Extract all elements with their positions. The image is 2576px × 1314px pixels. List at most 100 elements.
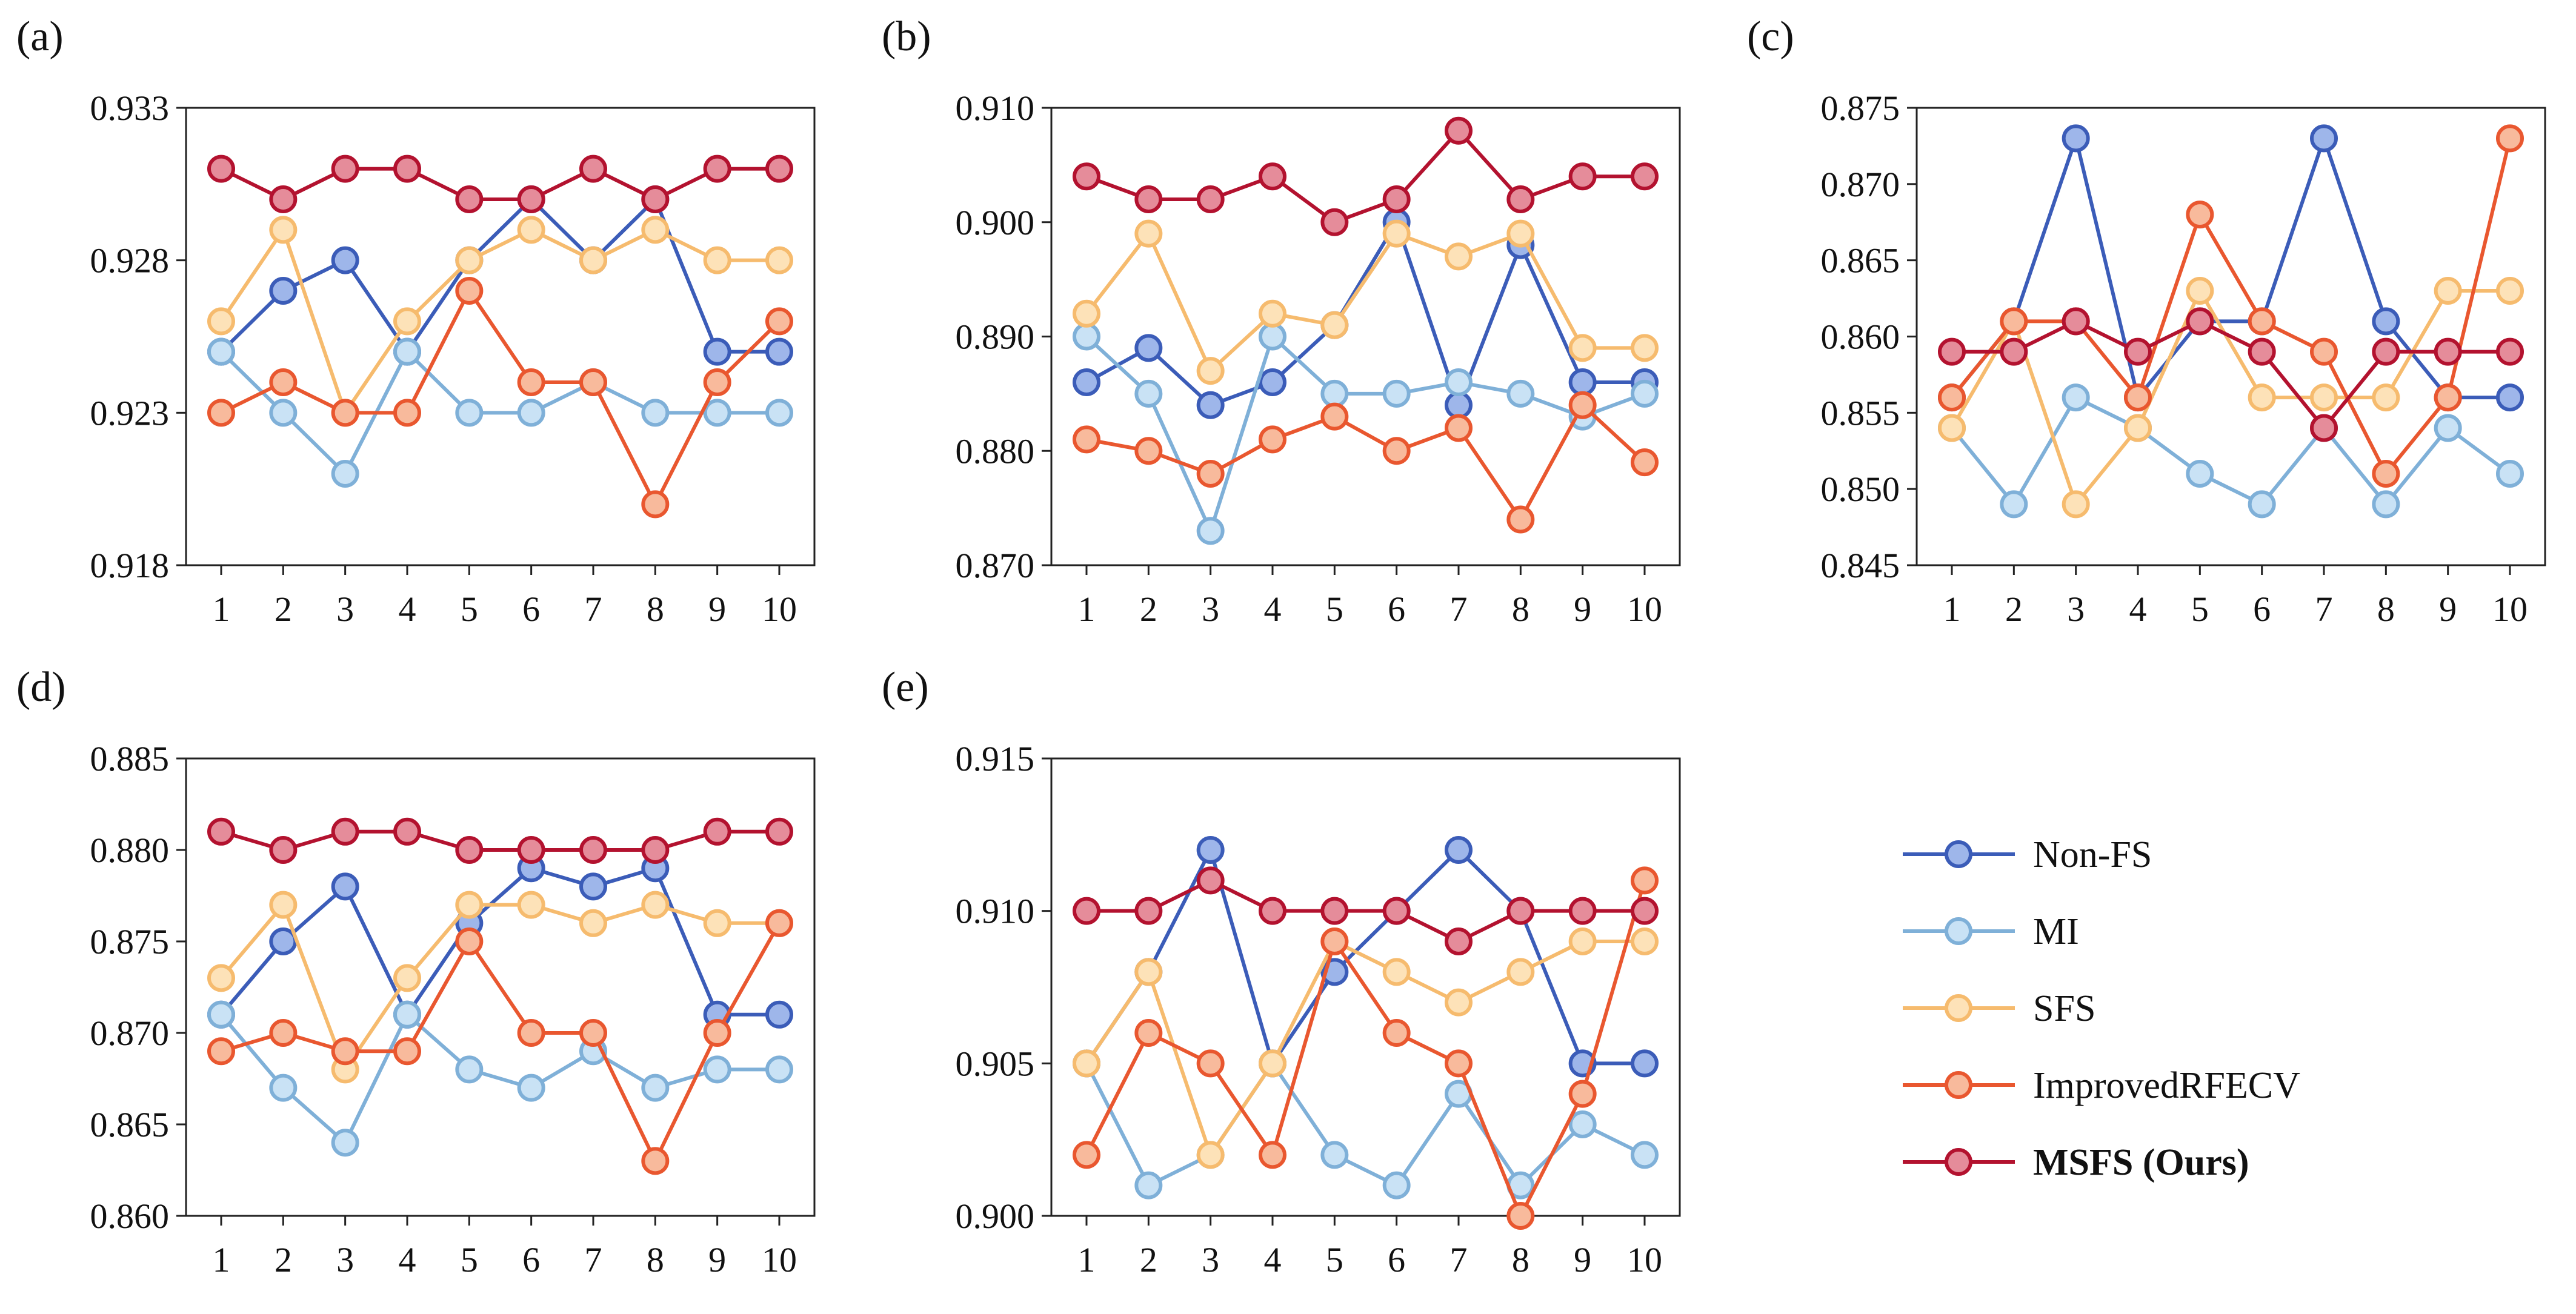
- data-point: [517, 1073, 545, 1102]
- legend: Non-FS MI SFS ImprovedRFECV MSFS (Ours): [1903, 834, 2300, 1183]
- data-point: [1073, 425, 1100, 454]
- data-point: [641, 836, 670, 864]
- data-point: [1259, 1049, 1286, 1078]
- data-point: [1568, 1080, 1597, 1108]
- data-point: [1073, 162, 1100, 191]
- data-point: [1506, 219, 1535, 248]
- x-tick-label: 2: [1140, 589, 1157, 629]
- y-tick-label: 0.918: [90, 546, 170, 585]
- data-point: [1320, 897, 1349, 925]
- data-point: [269, 927, 298, 955]
- data-point: [331, 246, 359, 274]
- data-point: [1568, 1110, 1597, 1138]
- x-tick-label: 7: [2315, 589, 2333, 629]
- data-point: [1073, 368, 1100, 396]
- x-tick-label: 4: [1264, 589, 1282, 629]
- data-point: [2496, 124, 2524, 153]
- data-point: [641, 216, 670, 244]
- panel-label: (d): [16, 664, 66, 711]
- x-tick-label: 10: [1627, 589, 1662, 629]
- data-point: [1134, 897, 1163, 925]
- data-point: [1382, 1019, 1411, 1047]
- series-non-fs: [1073, 208, 1659, 419]
- x-tick-label: 2: [2005, 589, 2023, 629]
- series-mi: [207, 337, 793, 488]
- data-point: [2000, 307, 2028, 336]
- series-line: [1085, 940, 1645, 1157]
- legend-label: MSFS (Ours): [2033, 1142, 2249, 1183]
- data-point: [2434, 414, 2462, 442]
- data-point: [1134, 379, 1163, 408]
- y-tick-label: 0.900: [956, 203, 1035, 242]
- series-msfs-ours: [207, 154, 793, 213]
- series-line: [1950, 136, 2510, 400]
- data-point: [2000, 490, 2028, 519]
- data-point: [1259, 322, 1286, 351]
- legend-item: Non-FS: [1903, 834, 2152, 875]
- chart-panel-3: (c) 0.845 0.850 0.855 0.860 0.865 0.870 0.875 1 2…: [1747, 13, 2546, 629]
- data-point: [1259, 897, 1286, 925]
- series-line: [219, 866, 779, 1017]
- data-point: [1382, 379, 1411, 408]
- x-tick-label: 8: [2377, 589, 2395, 629]
- data-point: [579, 836, 607, 864]
- legend-label: ImprovedRFECV: [2033, 1065, 2300, 1106]
- data-point: [1506, 958, 1535, 986]
- data-point: [517, 1019, 545, 1047]
- series-line: [1087, 878, 1645, 943]
- series-line: [220, 167, 779, 201]
- series-mi: [1073, 1049, 1659, 1200]
- data-point: [1938, 383, 1966, 412]
- series-line: [1950, 289, 2510, 506]
- data-point: [207, 337, 235, 366]
- data-point: [455, 277, 484, 305]
- data-point: [393, 154, 421, 183]
- x-tick-label: 7: [1450, 589, 1468, 629]
- series-line: [1085, 231, 1645, 373]
- data-point: [579, 368, 607, 396]
- data-point: [703, 337, 731, 366]
- data-point: [765, 1055, 793, 1084]
- data-point: [269, 891, 298, 919]
- data-point: [1196, 185, 1225, 213]
- x-tick-label: 6: [1388, 589, 1405, 629]
- y-tick-label: 0.860: [90, 1196, 170, 1236]
- y-tick-label: 0.870: [90, 1014, 170, 1053]
- data-point: [1382, 958, 1411, 986]
- x-tick-label: 1: [1943, 589, 1961, 629]
- data-point: [1445, 927, 1473, 955]
- data-point: [765, 909, 793, 937]
- x-tick-label: 1: [213, 1240, 230, 1279]
- data-point: [1320, 1141, 1349, 1169]
- data-point: [455, 246, 484, 274]
- y-tick-label: 0.910: [956, 892, 1035, 931]
- legend-item: MSFS (Ours): [1903, 1142, 2249, 1183]
- data-point: [579, 246, 607, 274]
- data-point: [331, 399, 359, 427]
- y-tick-label: 0.845: [1821, 546, 1900, 585]
- data-point: [1445, 391, 1473, 419]
- data-point: [393, 399, 421, 427]
- series-line: [219, 228, 779, 415]
- data-point: [207, 1037, 235, 1066]
- data-point: [2310, 337, 2338, 366]
- x-tick-label: 9: [708, 1240, 726, 1279]
- data-point: [1320, 208, 1349, 236]
- data-point: [393, 307, 421, 336]
- data-point: [1631, 897, 1659, 925]
- series-sfs: [1938, 277, 2524, 519]
- data-point: [455, 399, 484, 427]
- data-point: [1196, 866, 1225, 895]
- data-point: [207, 1000, 235, 1029]
- data-point: [455, 891, 484, 919]
- data-point: [207, 307, 235, 336]
- x-tick-label: 3: [336, 589, 354, 629]
- data-point: [1382, 437, 1411, 465]
- data-point: [1073, 299, 1100, 328]
- data-point: [1259, 162, 1286, 191]
- data-point: [2062, 490, 2090, 519]
- series-line: [1085, 848, 1645, 1066]
- data-point: [2496, 277, 2524, 305]
- data-point: [2310, 383, 2338, 412]
- data-point: [1506, 505, 1535, 534]
